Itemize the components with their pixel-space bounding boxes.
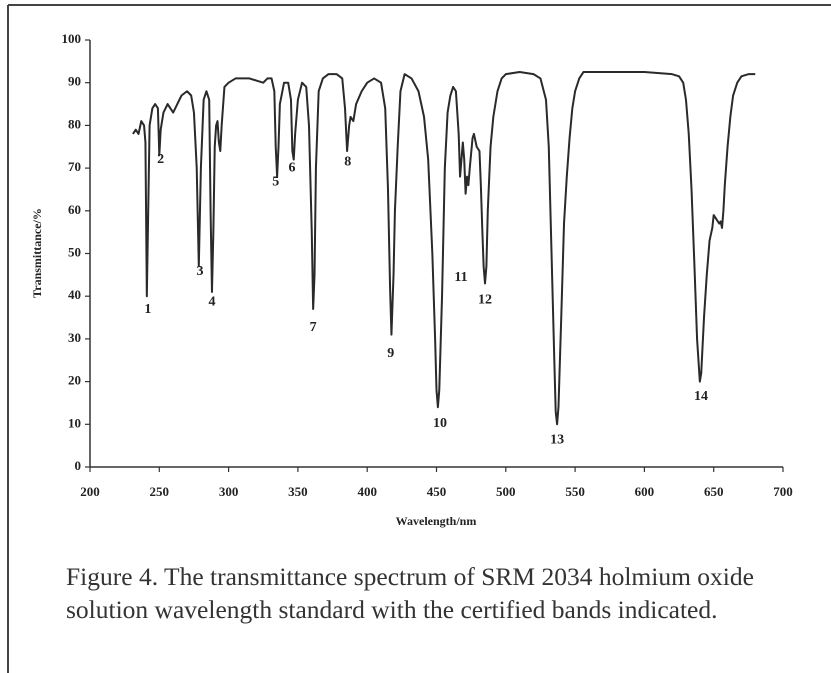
x-tick-label: 650 [704, 484, 724, 499]
band-label: 11 [454, 270, 467, 285]
y-tick-label: 60 [68, 202, 81, 217]
x-tick-label: 400 [357, 484, 377, 499]
y-tick-label: 30 [68, 330, 81, 345]
y-tick-label: 90 [68, 74, 81, 89]
y-tick-label: 80 [68, 116, 81, 131]
y-tick-label: 10 [68, 415, 81, 430]
y-tick-label: 0 [75, 458, 82, 473]
y-tick-label: 70 [68, 159, 81, 174]
x-tick-label: 450 [427, 484, 447, 499]
spectrum-line [132, 71, 756, 426]
caption: Figure 4. The transmittance spectrum of … [66, 562, 754, 624]
band-label: 7 [310, 320, 317, 335]
band-label: 10 [433, 416, 447, 431]
x-axis-title: Wavelength/nm [396, 514, 477, 528]
band-label: 12 [478, 292, 492, 307]
x-tick-label: 200 [80, 484, 100, 499]
x-tick-label: 550 [565, 484, 585, 499]
y-axis-title: Transmittance/% [30, 208, 44, 298]
y-tick-label: 20 [68, 373, 81, 388]
band-label: 5 [272, 174, 279, 189]
band-label: 4 [208, 294, 215, 309]
y-tick-label: 40 [68, 287, 81, 302]
x-tick-label: 300 [219, 484, 239, 499]
x-tick-label: 700 [773, 484, 793, 499]
band-label: 3 [197, 264, 204, 279]
y-tick-label: 100 [62, 31, 82, 46]
band-label: 9 [387, 346, 394, 361]
band-label: 1 [144, 302, 151, 317]
y-tick-label: 50 [68, 244, 81, 259]
x-tick-label: 600 [635, 484, 655, 499]
x-tick-label: 250 [150, 484, 170, 499]
band-label: 2 [157, 152, 164, 167]
band-label: 14 [694, 389, 708, 404]
x-tick-label: 350 [288, 484, 308, 499]
band-label: 13 [550, 432, 564, 447]
band-label: 6 [288, 160, 295, 175]
x-tick-label: 500 [496, 484, 516, 499]
band-label: 8 [344, 154, 351, 169]
